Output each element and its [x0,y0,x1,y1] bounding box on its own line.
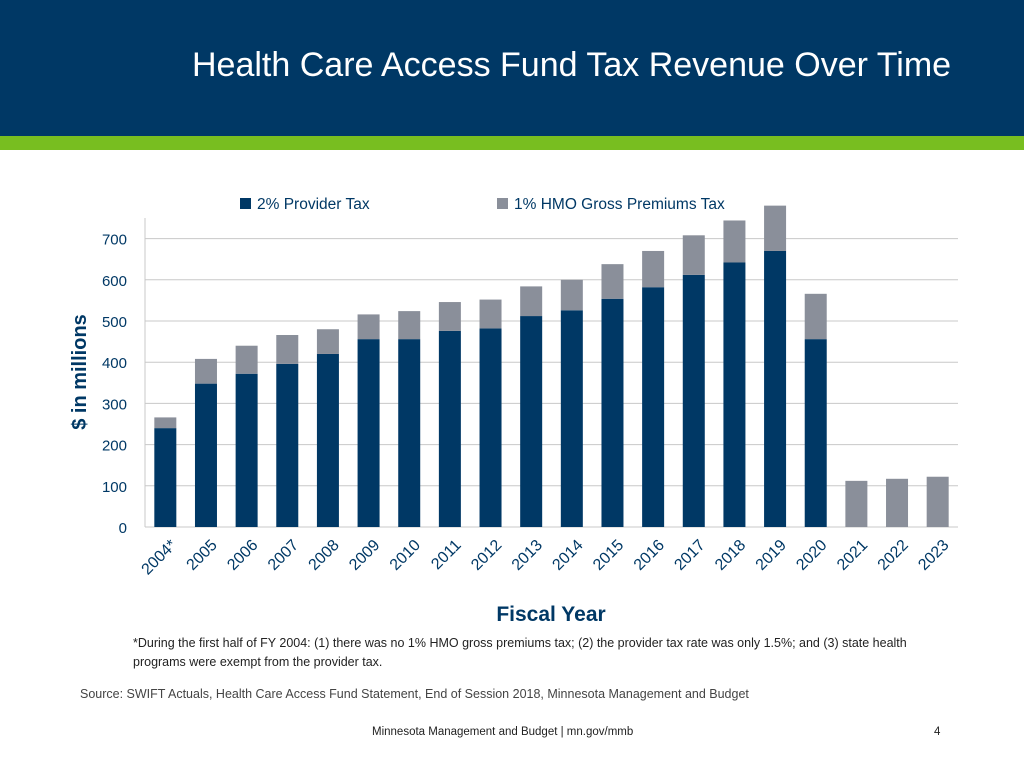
page-number: 4 [934,726,941,738]
bar-hmo-tax-2006 [235,345,258,374]
y-tick-label: 0 [119,520,127,537]
footnote: *During the first half of FY 2004: (1) t… [133,636,907,669]
x-axis-title: Fiscal Year [496,603,605,626]
x-tick-label: 2009 [346,537,383,574]
x-tick-label: 2008 [306,537,343,574]
x-tick-label: 2012 [468,537,505,574]
y-tick-label: 600 [102,273,127,290]
bar-provider-tax-2019 [764,250,787,527]
bar-provider-tax-2008 [316,353,339,527]
bar-hmo-tax-2021 [845,480,868,527]
x-tick-label: 2006 [224,537,261,574]
bar-provider-tax-2005 [194,383,217,527]
bar-hmo-tax-2022 [886,478,909,527]
bar-provider-tax-2014 [560,310,583,527]
accent-stripe [0,136,1024,150]
y-tick-label: 500 [102,314,127,331]
bar-hmo-tax-2011 [438,302,461,331]
x-tick-label: 2014 [549,537,586,574]
bar-hmo-tax-2009 [357,314,380,340]
bar-hmo-tax-2023 [926,476,949,527]
x-tick-label: 2015 [590,537,627,574]
bar-hmo-tax-2016 [642,250,665,288]
y-tick-label: 700 [102,232,127,249]
bar-provider-tax-2016 [642,287,665,527]
x-tick-label: 2020 [793,537,830,574]
bar-provider-tax-2015 [601,298,624,527]
bar-provider-tax-2017 [682,274,705,527]
bar-provider-tax-2011 [438,330,461,527]
page-title: Health Care Access Fund Tax Revenue Over… [192,46,952,84]
bar-hmo-tax-2010 [398,311,421,340]
x-tick-label: 2010 [387,537,424,574]
y-axis-title: $ in millions [69,314,91,430]
y-tick-label: 100 [102,479,127,496]
bar-hmo-tax-2018 [723,220,746,263]
title-banner [0,0,1024,136]
legend-swatch-hmo-tax [497,198,508,209]
x-tick-label: 2007 [265,537,302,574]
bar-provider-tax-2010 [398,339,421,527]
legend-label-hmo-tax: 1% HMO Gross Premiums Tax [514,196,725,213]
x-tick-label: 2017 [671,537,708,574]
y-tick-label: 200 [102,438,127,455]
x-tick-label: 2005 [184,537,221,574]
bar-hmo-tax-2012 [479,299,502,329]
x-tick-label: 2013 [509,537,546,574]
bar-hmo-tax-2019 [764,205,787,251]
x-tick-label: 2018 [712,537,749,574]
bar-hmo-tax-2013 [520,286,543,317]
bar-hmo-tax-2007 [276,335,299,364]
bar-hmo-tax-2005 [194,358,217,384]
bar-hmo-tax-2004 [154,417,177,429]
bar-hmo-tax-2015 [601,264,624,299]
bar-hmo-tax-2020 [804,293,827,340]
bar-hmo-tax-2017 [682,235,705,275]
bar-hmo-tax-2008 [316,329,339,354]
bar-provider-tax-2018 [723,262,746,527]
legend-swatch-provider-tax [240,198,251,209]
bar-provider-tax-2004 [154,428,177,527]
legend-label-provider-tax: 2% Provider Tax [257,196,370,213]
x-tick-label: 2016 [631,537,668,574]
y-tick-label: 300 [102,396,127,413]
bar-provider-tax-2009 [357,339,380,527]
bar-provider-tax-2006 [235,373,258,527]
y-tick-label: 400 [102,355,127,372]
bar-provider-tax-2013 [520,316,543,527]
x-tick-label: 2019 [753,537,790,574]
footer-text: Minnesota Management and Budget | mn.gov… [372,726,634,738]
x-tick-label: 2004* [139,537,181,579]
x-tick-label: 2022 [875,537,912,574]
bar-provider-tax-2007 [276,363,299,527]
source-note: Source: SWIFT Actuals, Health Care Acces… [80,687,749,701]
bar-hmo-tax-2014 [560,279,583,311]
x-tick-label: 2021 [834,537,871,574]
x-tick-label: 2023 [915,537,952,574]
bar-provider-tax-2012 [479,328,502,527]
x-tick-label: 2011 [428,537,464,573]
bar-provider-tax-2020 [804,339,827,527]
